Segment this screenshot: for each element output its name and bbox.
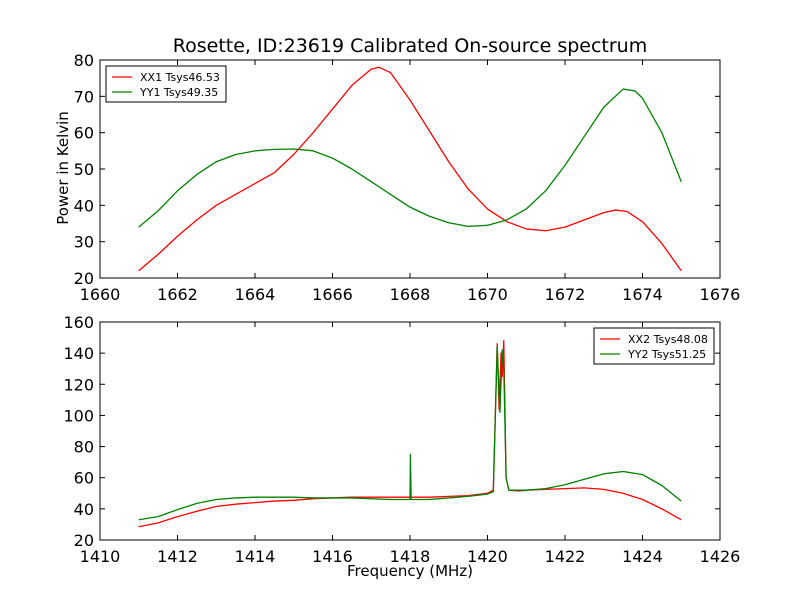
series-line-1 bbox=[138, 66, 682, 272]
x-tick-label: 1418 bbox=[390, 547, 431, 566]
y-tick-label: 80 bbox=[74, 51, 94, 70]
x-tick-label: 1662 bbox=[157, 285, 198, 304]
y-tick-label: 30 bbox=[74, 233, 94, 252]
legend-label: XX1 Tsys46.53 bbox=[140, 71, 220, 84]
y-tick-label: 80 bbox=[74, 438, 94, 457]
legend: XX1 Tsys46.53 YY1 Tsys49.35 bbox=[105, 65, 227, 103]
bottom-plot-xx2-yy2: 1410 1412 1414 1416 1418 1420 1422 1424 1426 20 40… bbox=[63, 313, 740, 566]
axes-frame bbox=[99, 59, 721, 279]
y-axis-label: Power in Kelvin bbox=[54, 111, 72, 225]
y-tick-label: 40 bbox=[74, 196, 94, 215]
x-tick-label: 1410 bbox=[80, 547, 121, 566]
x-tick-label: 1426 bbox=[700, 547, 741, 566]
x-tick-label: 1672 bbox=[545, 285, 586, 304]
y-tick-label: 60 bbox=[74, 469, 94, 488]
x-tick-label: 1422 bbox=[545, 547, 586, 566]
x-tick-label: 1664 bbox=[235, 285, 276, 304]
axes-frame bbox=[99, 321, 721, 541]
x-tick-label: 1414 bbox=[235, 547, 276, 566]
series-line-1 bbox=[138, 340, 682, 528]
top-plot-xx1-yy1: 1660 1662 1664 1666 1668 1670 1672 1674 1676 20 30… bbox=[74, 51, 741, 304]
figure-title: Rosette, ID:23619 Calibrated On-source s… bbox=[173, 35, 647, 57]
y-tick-label: 50 bbox=[74, 160, 94, 179]
series-line-2 bbox=[138, 88, 682, 228]
x-tick-label: 1424 bbox=[622, 547, 663, 566]
x-axis-label: Frequency (MHz) bbox=[347, 562, 473, 580]
legend-label: XX2 Tsys48.08 bbox=[628, 333, 708, 346]
x-tick-label: 1412 bbox=[157, 547, 198, 566]
legend-box bbox=[593, 327, 715, 365]
x-tick-label: 1416 bbox=[312, 547, 353, 566]
y-tick-label: 120 bbox=[63, 375, 94, 394]
x-tick-label: 1670 bbox=[467, 285, 508, 304]
y-tick-label: 70 bbox=[74, 87, 94, 106]
y-tick-label: 20 bbox=[74, 531, 94, 550]
legend-label: YY2 Tsys51.25 bbox=[627, 348, 706, 361]
x-tick-label: 1660 bbox=[80, 285, 121, 304]
legend: XX2 Tsys48.08 YY2 Tsys51.25 bbox=[593, 327, 715, 365]
x-tick-label: 1668 bbox=[390, 285, 431, 304]
legend-box bbox=[105, 65, 227, 103]
legend-label: YY1 Tsys49.35 bbox=[139, 86, 218, 99]
y-tick-label: 20 bbox=[74, 269, 94, 288]
x-tick-label: 1666 bbox=[312, 285, 353, 304]
y-tick-label: 40 bbox=[74, 500, 94, 519]
series-line-2 bbox=[138, 346, 682, 521]
y-tick-label: 60 bbox=[74, 124, 94, 143]
x-tick-label: 1676 bbox=[700, 285, 741, 304]
x-tick-label: 1420 bbox=[467, 547, 508, 566]
x-tick-label: 1674 bbox=[622, 285, 663, 304]
y-tick-label: 100 bbox=[63, 406, 94, 425]
y-tick-label: 140 bbox=[63, 344, 94, 363]
y-tick-label: 160 bbox=[63, 313, 94, 332]
